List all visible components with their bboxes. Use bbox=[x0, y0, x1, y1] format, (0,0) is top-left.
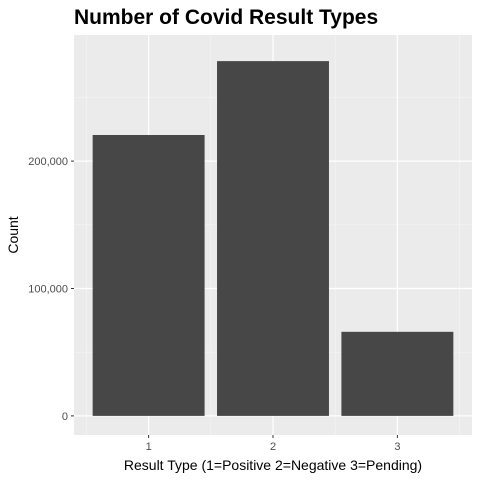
x-axis: 1 2 3 bbox=[146, 435, 400, 453]
bar-1 bbox=[92, 135, 205, 416]
y-tick-label: 100,000 bbox=[28, 284, 68, 296]
y-axis-title: Count bbox=[5, 216, 21, 253]
y-tick-label: 0 bbox=[62, 411, 68, 423]
y-axis: 0 100,000 200,000 bbox=[28, 156, 74, 423]
bar-3 bbox=[341, 331, 454, 416]
x-tick-label: 2 bbox=[270, 441, 276, 453]
y-tick-label: 200,000 bbox=[28, 156, 68, 168]
x-tick-label: 1 bbox=[146, 441, 152, 453]
bars bbox=[92, 61, 454, 416]
x-tick-label: 3 bbox=[394, 441, 400, 453]
chart-title: Number of Covid Result Types bbox=[74, 6, 378, 29]
bar-2 bbox=[217, 61, 329, 416]
x-axis-title: Result Type (1=Positive 2=Negative 3=Pen… bbox=[124, 457, 422, 473]
